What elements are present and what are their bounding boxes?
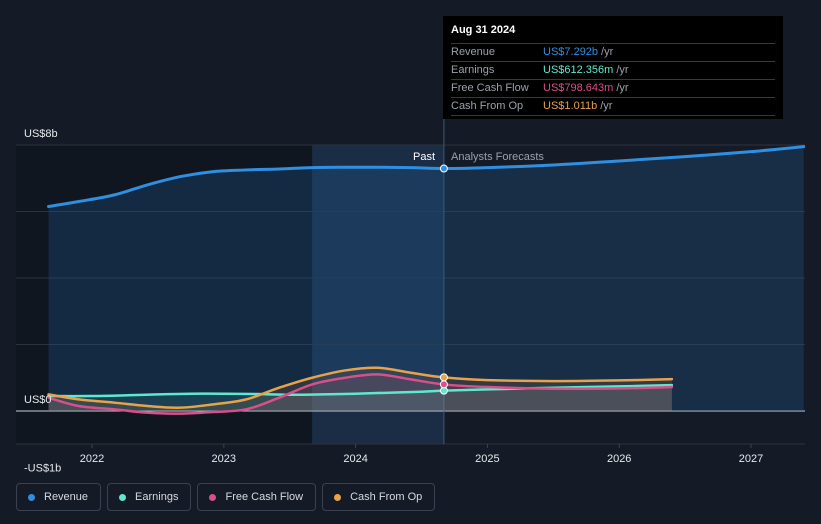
x-tick-label: 2026 bbox=[607, 453, 631, 465]
x-tick-label: 2025 bbox=[475, 453, 499, 465]
tooltip: Aug 31 2024 Revenue US$7.292b /yr Earnin… bbox=[443, 16, 783, 119]
tooltip-row-free-cash-flow: Free Cash Flow US$798.643m /yr bbox=[451, 79, 775, 97]
area-layer bbox=[48, 146, 804, 414]
tooltip-value: US$7.292b bbox=[543, 46, 599, 58]
tooltip-label: Cash From Op bbox=[451, 100, 524, 112]
tooltip-label: Revenue bbox=[451, 46, 496, 58]
legend-dot-icon bbox=[119, 493, 127, 501]
legend-label: Earnings bbox=[135, 491, 179, 503]
series-line-free-cash-flow bbox=[47, 373, 674, 415]
marker-layer bbox=[439, 164, 448, 395]
y-tick-label: -US$1b bbox=[24, 462, 61, 474]
tooltip-value: US$612.356m bbox=[543, 64, 614, 76]
x-tick-label: 2024 bbox=[343, 453, 367, 465]
x-tick-label: 2022 bbox=[80, 453, 104, 465]
current-point-marker bbox=[439, 373, 448, 382]
tooltip-value: US$798.643m bbox=[543, 82, 614, 94]
tooltip-label: Free Cash Flow bbox=[451, 82, 529, 94]
series-area-cash-from-op bbox=[48, 367, 672, 411]
legend-label: Revenue bbox=[44, 491, 89, 503]
series-line-cash-from-op bbox=[47, 366, 674, 409]
current-point-marker bbox=[439, 164, 448, 173]
legend: Revenue Earnings Free Cash Flow Cash Fro… bbox=[16, 483, 436, 511]
legend-dot-icon bbox=[209, 493, 217, 501]
tooltip-unit: /yr bbox=[616, 64, 629, 76]
tooltip-date: Aug 31 2024 bbox=[451, 24, 516, 36]
tooltip-unit: /yr bbox=[601, 46, 614, 58]
series-line-revenue bbox=[47, 145, 806, 209]
past-label: Past bbox=[413, 151, 435, 163]
x-tick-label: 2023 bbox=[212, 453, 236, 465]
current-point-marker bbox=[439, 380, 448, 389]
y-tick-label: US$8b bbox=[24, 128, 58, 140]
tooltip-row-earnings: Earnings US$612.356m /yr bbox=[451, 61, 775, 79]
legend-dot-icon bbox=[334, 493, 342, 501]
tooltip-value: US$1.011b bbox=[543, 100, 598, 112]
text-layer: Past Analysts Forecasts US$8b US$0 -US$1b 2… bbox=[24, 128, 763, 474]
line-layer bbox=[47, 145, 806, 415]
legend-item-earnings[interactable]: Earnings bbox=[107, 483, 192, 511]
tooltip-row-cash-from-op: Cash From Op US$1.011b /yr bbox=[451, 97, 775, 116]
forecast-label: Analysts Forecasts bbox=[451, 151, 544, 163]
series-area-revenue bbox=[48, 146, 804, 411]
legend-label: Free Cash Flow bbox=[225, 491, 304, 503]
x-tick-label: 2027 bbox=[739, 453, 763, 465]
tooltip-label: Earnings bbox=[451, 64, 495, 76]
legend-dot-icon bbox=[28, 493, 35, 501]
legend-item-free-cash-flow[interactable]: Free Cash Flow bbox=[197, 483, 317, 511]
legend-label: Cash From Op bbox=[350, 491, 423, 503]
tooltip-row-revenue: Revenue US$7.292b /yr bbox=[451, 43, 775, 61]
legend-item-cash-from-op[interactable]: Cash From Op bbox=[322, 483, 436, 511]
tooltip-unit: /yr bbox=[600, 100, 613, 112]
legend-item-revenue[interactable]: Revenue bbox=[16, 483, 102, 511]
tooltip-unit: /yr bbox=[616, 82, 629, 94]
y-tick-label: US$0 bbox=[24, 394, 52, 406]
